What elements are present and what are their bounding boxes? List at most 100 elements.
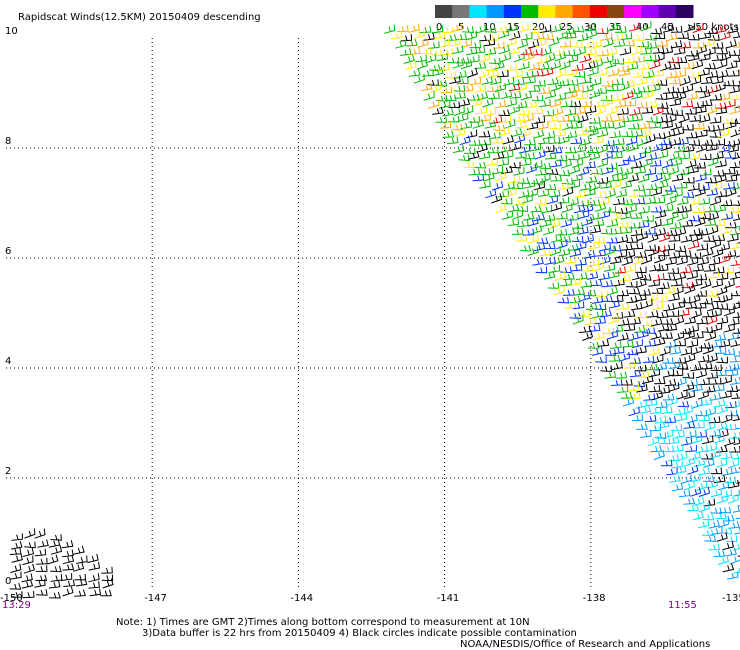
wind-barb: [563, 272, 575, 281]
wind-barb: [589, 77, 602, 87]
wind-barb: [62, 554, 75, 565]
wind-barb: [657, 149, 669, 159]
wind-barb: [686, 414, 698, 424]
wind-barb: [650, 27, 663, 35]
wind-barb: [491, 193, 503, 204]
wind-barb: [709, 392, 722, 401]
wind-barb: [485, 188, 497, 199]
wind-barb: [659, 172, 671, 183]
wind-barb: [721, 199, 733, 206]
wind-barbs: [9, 21, 740, 599]
wind-barb: [546, 195, 559, 205]
wind-barb: [650, 330, 662, 340]
wind-barb: [458, 154, 471, 162]
wind-barb: [586, 28, 598, 39]
wind-barb: [656, 102, 669, 109]
wind-barb: [653, 449, 665, 461]
wind-barb: [467, 93, 480, 101]
wind-barb: [490, 76, 502, 85]
wind-barb: [488, 92, 500, 100]
wind-barb: [596, 67, 608, 77]
wind-barb: [631, 113, 644, 122]
wind-barb: [11, 553, 23, 563]
wind-barb: [593, 331, 605, 340]
wind-barb: [667, 267, 680, 274]
wind-barb: [485, 26, 497, 33]
note-line-3: NOAA/NESDIS/Office of Research and Appli…: [460, 639, 710, 650]
wind-barb: [729, 161, 740, 169]
wind-barb: [652, 105, 664, 116]
wind-barb: [669, 221, 682, 229]
wind-barb: [523, 51, 535, 62]
wind-barb: [645, 41, 657, 49]
wind-barb: [100, 589, 112, 597]
wind-barb: [543, 213, 556, 222]
wind-barb: [606, 84, 619, 91]
wind-barb: [666, 396, 678, 407]
wind-barb: [507, 203, 520, 213]
wind-barb: [704, 62, 717, 70]
wind-barb: [594, 316, 606, 325]
wind-barb: [520, 47, 533, 55]
wind-barb: [517, 109, 530, 116]
wind-barb: [659, 346, 671, 356]
wind-barb: [508, 104, 520, 115]
wind-barb: [724, 363, 737, 372]
wind-barb: [460, 38, 473, 48]
wind-barb: [695, 105, 707, 114]
wind-barb: [528, 62, 540, 71]
wind-barb: [680, 265, 693, 274]
wind-barb: [505, 63, 517, 71]
wind-barb: [481, 76, 494, 85]
wind-barb: [620, 32, 633, 40]
wind-barb: [538, 62, 550, 71]
wind-barb: [588, 324, 601, 332]
wind-barb: [647, 232, 659, 243]
wind-barb: [628, 221, 641, 229]
wind-barb: [731, 393, 740, 399]
wind-barb: [607, 68, 619, 77]
wind-barb: [695, 44, 708, 55]
wind-barb: [644, 54, 657, 61]
wind-barb: [447, 136, 459, 145]
wind-barb: [578, 137, 591, 146]
wind-barb: [617, 318, 630, 327]
wind-barb: [35, 565, 48, 572]
wind-barb: [704, 46, 716, 56]
wind-barb: [703, 458, 715, 468]
wind-barb: [603, 139, 615, 147]
wind-barb: [716, 69, 729, 78]
wind-barb: [677, 308, 690, 317]
wind-barb: [22, 555, 34, 566]
wind-barb: [676, 255, 688, 266]
wind-barb: [646, 183, 658, 190]
wind-barb: [489, 57, 501, 65]
wind-barb: [565, 130, 577, 139]
wind-barb: [679, 75, 691, 86]
wind-barb: [698, 67, 710, 77]
wind-barb: [710, 93, 723, 101]
wind-barb: [611, 361, 623, 371]
wind-barb: [669, 360, 681, 370]
wind-barb: [612, 58, 625, 65]
wind-barb: [699, 113, 711, 123]
wind-barb: [622, 339, 634, 348]
wind-barb: [692, 263, 705, 272]
wind-barb: [703, 125, 715, 132]
wind-barb: [626, 236, 638, 243]
wind-barb: [693, 206, 705, 213]
wind-barb: [511, 127, 523, 138]
wind-barb: [667, 210, 679, 221]
wind-barb: [701, 297, 713, 305]
wind-barb: [11, 533, 23, 541]
longitude-labels: -150 -147 -144 -141 -138 -135: [0, 593, 740, 604]
wind-barb: [634, 325, 646, 333]
wind-barb: [10, 563, 22, 574]
map-title: Rapidscat Winds(12.5KM) 20150409 descend…: [18, 12, 261, 23]
wind-barb: [542, 33, 555, 41]
wind-barb: [705, 143, 718, 151]
wind-barb: [700, 278, 712, 289]
wind-barb: [516, 38, 529, 49]
wind-barb: [623, 249, 636, 259]
wind-barb: [610, 255, 622, 264]
